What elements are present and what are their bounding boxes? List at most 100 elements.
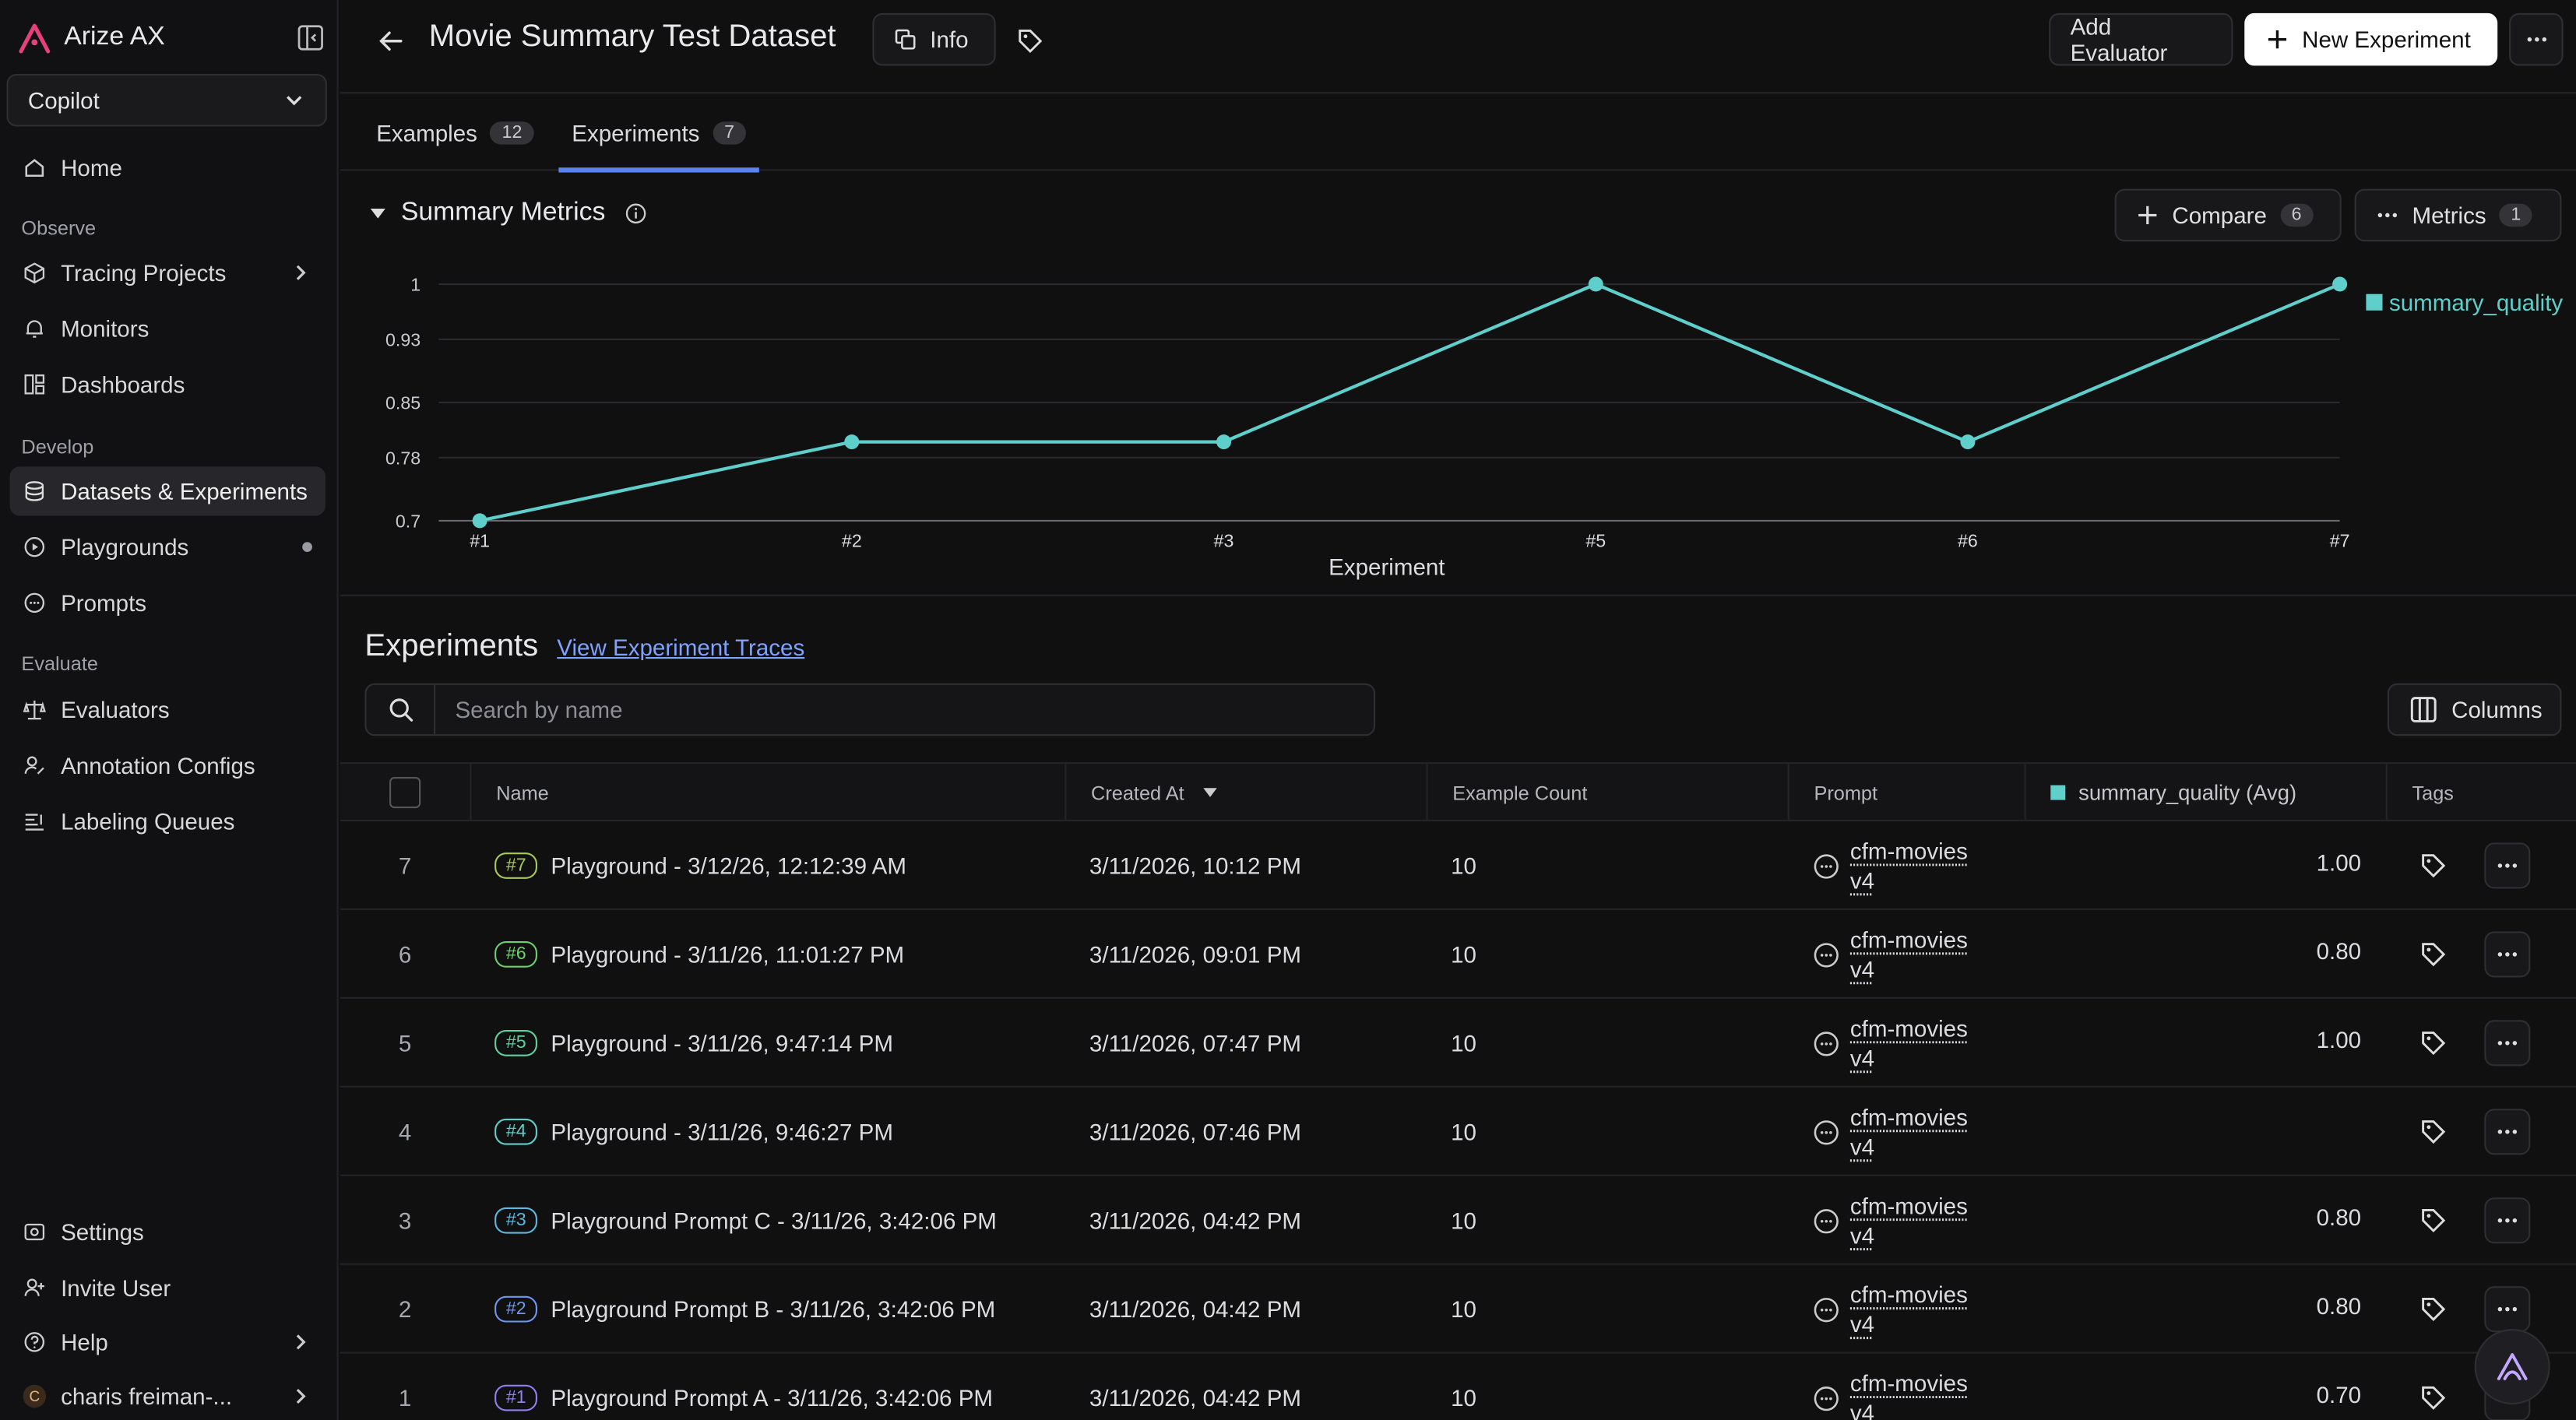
row-index: 6 [398,941,412,968]
tag-cell[interactable] [2420,821,2453,910]
add-evaluator-button[interactable]: Add Evaluator [2049,12,2233,66]
prompt-name-link[interactable]: cfm-movies [1849,1281,1968,1308]
experiment-name-cell[interactable]: #7 Playground - 3/12/26, 12:12:39 AM [494,821,1065,910]
sidebar-item-prompts[interactable]: Prompts [10,578,326,627]
table-row[interactable]: 3 #3 Playground Prompt C - 3/11/26, 3:42:0… [340,1176,2576,1265]
column-header-tags[interactable]: Tags [2385,764,2576,821]
prompt-cell[interactable]: cfm-movies v4 [1812,1088,2024,1176]
prompt-cell[interactable]: cfm-movies v4 [1812,910,2024,999]
prompt-name-link[interactable]: cfm-movies [1849,1103,1968,1130]
column-header-prompt[interactable]: Prompt [1787,764,2025,821]
prompt-version-link[interactable]: v4 [1849,1310,1875,1337]
table-row[interactable]: 6 #6 Playground - 3/11/26, 11:01:27 PM 3/11… [340,910,2576,999]
prompt-cell[interactable]: cfm-movies v4 [1812,999,2024,1088]
prompt-version-link[interactable]: v4 [1849,867,1875,894]
example-count-cell: 10 [1451,852,1476,879]
prompt-name-link[interactable]: cfm-movies [1849,926,1968,953]
prompt-version-link[interactable]: v4 [1849,956,1875,982]
sidebar-item-help[interactable]: Help [10,1317,326,1366]
sidebar-item-evaluators[interactable]: Evaluators [10,685,326,734]
help-circle-icon [24,1332,45,1352]
prompt-cell[interactable]: cfm-movies v4 [1812,821,2024,910]
column-header-name[interactable]: Name [470,764,1065,821]
tag-cell[interactable] [2420,1088,2453,1176]
tag-icon[interactable] [1017,28,1043,54]
column-header-created-at[interactable]: Created At [1065,764,1426,821]
tag-cell[interactable] [2420,1354,2453,1420]
chevron-down-icon [287,96,302,106]
sidebar-item-monitors[interactable]: Monitors [10,304,326,353]
experiment-name-cell[interactable]: #5 Playground - 3/11/26, 9:47:14 PM [494,999,1065,1088]
prompt-name-link[interactable]: cfm-movies [1849,838,1968,864]
prompt-name-link[interactable]: cfm-movies [1849,1369,1968,1397]
space-selector[interactable]: Copilot [6,73,327,127]
table-row[interactable]: 2 #2 Playground Prompt B - 3/11/26, 3:42:0… [340,1265,2576,1354]
sidebar-item-tracing-projects[interactable]: Tracing Projects [10,248,326,297]
row-more-button[interactable] [2484,931,2531,978]
tag-cell[interactable] [2420,910,2453,999]
new-experiment-button[interactable]: New Experiment [2244,12,2498,66]
prompt-version-link[interactable]: v4 [1849,1399,1875,1420]
sidebar-item-datasets-experiments[interactable]: Datasets & Experiments [9,466,326,516]
info-button[interactable]: Info [872,12,996,66]
prompt-cell[interactable]: cfm-movies v4 [1812,1354,2024,1420]
compare-button[interactable]: Compare 6 [2114,188,2342,242]
column-header-example-count[interactable]: Example Count [1426,764,1787,821]
metrics-count-badge: 1 [2499,203,2533,227]
sidebar-collapse-icon[interactable] [296,23,326,53]
prompt-name-link[interactable]: cfm-movies [1849,1192,1968,1219]
row-more-button[interactable] [2484,1197,2531,1244]
row-more-button[interactable] [2484,842,2531,889]
select-all-checkbox[interactable] [389,777,421,809]
experiment-name-cell[interactable]: #6 Playground - 3/11/26, 11:01:27 PM [494,910,1065,999]
brand[interactable]: Arize AX [16,18,165,58]
compare-count-badge: 6 [2279,203,2314,227]
back-arrow-icon[interactable] [376,26,406,56]
sidebar-item-user[interactable]: C charis freiman-... [10,1372,326,1420]
play-circle-icon [24,536,45,557]
prompt-cell[interactable]: cfm-movies v4 [1812,1265,2024,1354]
tab-examples[interactable]: Examples 12 [376,93,534,170]
sidebar-item-label: Datasets & Experiments [61,478,308,504]
table-row[interactable]: 5 #5 Playground - 3/11/26, 9:47:14 PM 3/11/… [340,999,2576,1088]
prompt-version-link[interactable]: v4 [1849,1133,1875,1160]
row-more-button[interactable] [2484,1286,2531,1333]
experiment-name-cell[interactable]: #1 Playground Prompt A - 3/11/26, 3:42:06… [494,1354,1065,1420]
more-horizontal-icon [2497,1218,2518,1223]
sidebar-item-dashboards[interactable]: Dashboards [10,360,326,409]
prompt-cell[interactable]: cfm-movies v4 [1812,1176,2024,1265]
table-row[interactable]: 7 #7 Playground - 3/12/26, 12:12:39 AM 3/11… [340,821,2576,910]
columns-button[interactable]: Columns [2387,683,2562,736]
info-circle-icon[interactable] [625,202,649,226]
search-input[interactable] [455,684,1343,735]
sidebar-item-annotation-configs[interactable]: Annotation Configs [10,741,326,790]
tag-cell[interactable] [2420,999,2453,1088]
row-more-button[interactable] [2484,1109,2531,1155]
sidebar-item-home[interactable]: Home [10,143,326,192]
list-queue-icon [25,814,44,831]
summary-metrics-toggle[interactable]: Summary Metrics [368,199,649,228]
table-row[interactable]: 1 #1 Playground Prompt A - 3/11/26, 3:42:0… [340,1354,2576,1420]
experiment-name-cell[interactable]: #2 Playground Prompt B - 3/11/26, 3:42:06… [494,1265,1065,1354]
experiment-name-cell[interactable]: #4 Playground - 3/11/26, 9:46:27 PM [494,1088,1065,1176]
sidebar-item-settings[interactable]: Settings [10,1207,326,1257]
tag-cell[interactable] [2420,1176,2453,1265]
prompt-name-link[interactable]: cfm-movies [1849,1014,1968,1042]
view-experiment-traces-link[interactable]: View Experiment Traces [557,634,805,661]
sidebar-item-labeling-queues[interactable]: Labeling Queues [10,796,326,845]
more-options-button[interactable] [2508,12,2564,66]
prompt-version-link[interactable]: v4 [1849,1221,1875,1249]
sidebar-item-invite-user[interactable]: Invite User [10,1264,326,1313]
copilot-fab[interactable] [2474,1328,2550,1405]
tag-cell[interactable] [2420,1265,2453,1354]
row-more-button[interactable] [2484,1020,2531,1067]
sidebar-item-playgrounds[interactable]: Playgrounds [10,522,326,571]
more-horizontal-icon [2377,213,2398,218]
table-row[interactable]: 4 #4 Playground - 3/11/26, 9:46:27 PM 3/11/… [340,1088,2576,1176]
metrics-button[interactable]: Metrics 1 [2354,188,2562,242]
prompt-version-link[interactable]: v4 [1849,1044,1875,1071]
column-header-summary-quality[interactable]: summary_quality (Avg) [2024,764,2386,821]
chart-legend[interactable]: summary_quality [2366,289,2563,315]
experiment-name-cell[interactable]: #3 Playground Prompt C - 3/11/26, 3:42:06… [494,1176,1065,1265]
tab-experiments[interactable]: Experiments 7 [558,93,759,173]
